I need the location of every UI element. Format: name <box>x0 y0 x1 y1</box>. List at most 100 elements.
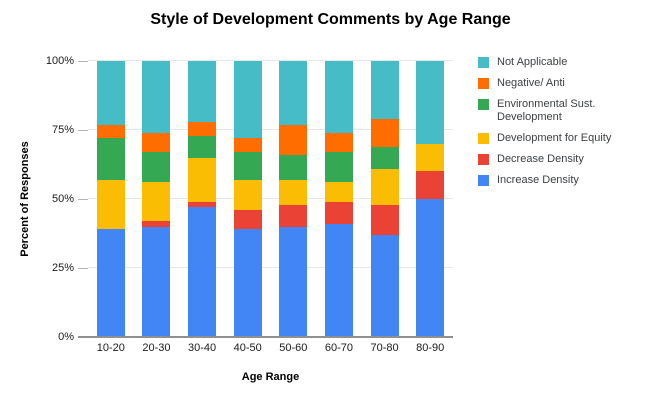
legend-label: Negative/ Anti <box>497 77 565 89</box>
y-axis-tick-mark <box>78 129 88 131</box>
legend-color-swatch <box>478 78 489 89</box>
bar-segment <box>279 179 308 205</box>
stacked-bar <box>324 61 353 337</box>
stacked-bar <box>370 61 399 337</box>
x-axis-label: 10-20 <box>96 342 125 354</box>
y-axis-tick-label: 100% <box>45 55 74 67</box>
x-axis-title: Age Range <box>241 371 300 383</box>
x-axis-label: 20-30 <box>142 342 171 354</box>
bar-segment <box>370 234 399 337</box>
y-axis-tick: 75% <box>52 124 88 136</box>
bar-segment <box>233 61 262 139</box>
bar-segment <box>279 154 308 180</box>
bar-segment <box>279 124 308 155</box>
bar-segment <box>188 201 217 208</box>
bar-segment <box>96 138 125 180</box>
legend-item: Environmental Sust. Development <box>478 98 650 124</box>
bar-segment <box>279 226 308 337</box>
bar-segment <box>188 61 217 122</box>
legend: Not Applicable Negative/ Anti Environmenta… <box>478 56 650 195</box>
stacked-bar <box>142 61 171 337</box>
x-axis-line <box>78 336 453 338</box>
bar-segment <box>324 182 353 202</box>
bar-segment <box>416 143 445 172</box>
stacked-bar <box>416 61 445 337</box>
x-axis-label: 30-40 <box>187 342 217 354</box>
bar-column <box>225 61 271 337</box>
bar-segment <box>142 226 171 337</box>
bar-segment <box>188 157 217 202</box>
stacked-bar <box>233 61 262 337</box>
gridline <box>88 267 453 268</box>
bar-segment <box>416 171 445 199</box>
gridline <box>88 198 453 199</box>
bar-segment <box>324 61 353 133</box>
legend-label: Development for Equity <box>497 132 612 144</box>
bar-segment <box>96 179 125 230</box>
bar-column <box>179 61 225 337</box>
x-axis-label: 50-60 <box>279 342 308 354</box>
bar-segment <box>370 168 399 205</box>
bar-segment <box>416 61 445 144</box>
legend-label: Increase Density <box>497 174 579 186</box>
bar-column <box>316 61 362 337</box>
legend-item: Decrease Density <box>478 153 650 166</box>
y-axis-tick: 50% <box>52 193 88 205</box>
x-axis-label: 70-80 <box>370 342 399 354</box>
bar-segment <box>279 61 308 125</box>
y-axis-tick-mark <box>78 198 88 200</box>
bar-segment <box>233 229 262 337</box>
bar-segment <box>96 61 125 125</box>
bar-column <box>407 61 453 337</box>
bar-segment <box>142 152 171 183</box>
legend-color-swatch <box>478 57 489 68</box>
bar-column <box>271 61 317 337</box>
bar-segment <box>416 199 445 337</box>
stacked-bar <box>279 61 308 337</box>
plot-area <box>78 60 453 338</box>
y-axis-tick-label: 50% <box>51 193 74 205</box>
bar-segment <box>324 201 353 224</box>
stacked-bar <box>96 61 125 337</box>
y-axis-tick-label: 75% <box>51 124 74 136</box>
legend-color-swatch <box>478 175 489 186</box>
bar-segment <box>142 221 171 227</box>
legend-label: Environmental Sust. Development <box>497 98 596 123</box>
legend-item: Negative/ Anti <box>478 77 650 90</box>
y-axis-tick: 25% <box>52 262 88 274</box>
bar-segment <box>370 204 399 235</box>
bar-segment <box>370 61 399 119</box>
legend-item: Not Applicable <box>478 56 650 69</box>
y-axis-ticks: 0% 25% 50% 75% 100% <box>0 55 88 343</box>
bar-segment <box>96 229 125 337</box>
bar-segment <box>279 204 308 227</box>
gridline <box>88 129 453 130</box>
y-axis-tick-label: 0% <box>58 331 74 343</box>
bar-segment <box>370 118 399 147</box>
x-axis-label: 40-50 <box>233 342 262 354</box>
bar-segment <box>324 132 353 153</box>
bar-column <box>88 61 134 337</box>
bar-segment <box>233 179 262 211</box>
y-axis-tick-label: 25% <box>51 262 74 274</box>
x-axis-labels: 10-20 20-30 30-40 40-50 50-60 60-70 70-80 80-90 <box>88 342 453 354</box>
legend-item: Increase Density <box>478 174 650 187</box>
bar-segment <box>142 132 171 153</box>
bar-segment <box>370 146 399 169</box>
legend-item: Development for Equity <box>478 132 650 145</box>
chart-title: Style of Development Comments by Age Ran… <box>150 11 511 28</box>
y-axis-tick: 100% <box>46 55 88 67</box>
legend-label: Decrease Density <box>497 153 584 165</box>
bar-segment <box>324 223 353 337</box>
legend-color-swatch <box>478 154 489 165</box>
bar-group <box>88 61 453 337</box>
bar-segment <box>188 135 217 158</box>
x-axis-label: 60-70 <box>324 342 353 354</box>
gridline <box>88 60 453 61</box>
legend-label: Not Applicable <box>497 56 568 68</box>
bar-column <box>134 61 180 337</box>
legend-color-swatch <box>478 99 489 110</box>
bar-segment <box>233 152 262 180</box>
bar-segment <box>324 152 353 183</box>
